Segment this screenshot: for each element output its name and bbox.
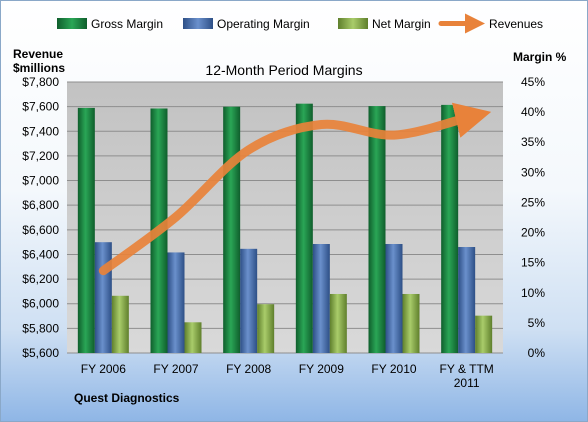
right-tick-label: 35% [521, 135, 545, 149]
left-tick-label: $7,200 [22, 149, 59, 163]
left-tick-label: $7,400 [22, 124, 59, 138]
bar-gross-margin [295, 103, 313, 354]
bar-operating-margin [312, 243, 330, 353]
bar-gross-margin [368, 106, 386, 353]
right-axis-ticks: 0% 5% 10% 15% 20% 25% 30% 35% 40% 45% [521, 75, 545, 360]
right-tick-label: 25% [521, 195, 545, 209]
left-tick-label: $7,600 [22, 100, 59, 114]
x-tick-label: FY 2009 [299, 362, 344, 376]
bar-net-margin [184, 322, 202, 353]
chart-title: 12-Month Period Margins [205, 62, 362, 78]
x-axis-ticks: FY 2006 FY 2007 FY 2008 FY 2009 FY 2010 FY & … [81, 362, 494, 390]
revenue-line-path [98, 102, 492, 276]
legend-label-gross-margin: Gross Margin [91, 17, 163, 31]
legend-swatch-gross-margin [57, 18, 87, 29]
right-tick-label: 40% [521, 105, 545, 119]
left-tick-label: $7,800 [22, 75, 59, 89]
right-tick-label: 30% [521, 165, 545, 179]
revenue-line [98, 102, 492, 276]
left-axis-label-line2: $millions [13, 61, 65, 75]
x-tick-label: FY 2010 [371, 362, 416, 376]
bar-net-margin [329, 293, 347, 353]
x-tick-label: 2011 [454, 376, 480, 390]
bar-net-margin [475, 315, 493, 353]
x-tick-label: FY & TTM [440, 362, 494, 376]
left-tick-label: $6,000 [22, 297, 59, 311]
bar-operating-margin [94, 242, 112, 353]
left-tick-label: $5,800 [22, 321, 59, 335]
x-tick-label: FY 2006 [81, 362, 126, 376]
right-tick-label: 0% [528, 346, 546, 360]
legend: Gross Margin Operating Margin Net Margin… [57, 13, 543, 34]
legend-swatch-net-margin [338, 18, 368, 29]
bar-gross-margin [441, 104, 459, 353]
right-tick-label: 5% [528, 316, 546, 330]
bar-operating-margin [167, 252, 185, 353]
legend-swatch-operating-margin [183, 18, 213, 29]
left-tick-label: $6,400 [22, 247, 59, 261]
right-axis-label: Margin % [513, 50, 567, 64]
left-tick-label: $6,200 [22, 272, 59, 286]
right-tick-label: 15% [521, 256, 545, 270]
bar-net-margin [111, 295, 129, 353]
x-tick-label: FY 2008 [226, 362, 271, 376]
bar-operating-margin [240, 248, 258, 353]
bar-operating-margin [385, 243, 403, 353]
right-tick-label: 20% [521, 226, 545, 240]
left-tick-label: $7,000 [22, 174, 59, 188]
bar-net-margin [402, 293, 420, 353]
bar-operating-margin [458, 247, 476, 353]
bar-net-margin [257, 304, 275, 353]
left-axis-label-line1: Revenue [13, 47, 63, 61]
legend-label-net-margin: Net Margin [372, 17, 431, 31]
company-name: Quest Diagnostics [74, 391, 180, 405]
left-tick-label: $6,600 [22, 223, 59, 237]
legend-label-revenues: Revenues [489, 17, 543, 31]
left-axis-ticks: $5,600 $5,800 $6,000 $6,200 $6,400 $6,600 $6,8… [22, 75, 59, 360]
bar-gross-margin [223, 106, 241, 354]
x-tick-label: FY 2007 [153, 362, 198, 376]
left-tick-label: $5,600 [22, 346, 59, 360]
right-tick-label: 10% [521, 286, 545, 300]
right-tick-label: 45% [521, 75, 545, 89]
bar-gross-margin [77, 107, 95, 353]
left-tick-label: $6,800 [22, 198, 59, 212]
legend-label-operating-margin: Operating Margin [217, 17, 310, 31]
